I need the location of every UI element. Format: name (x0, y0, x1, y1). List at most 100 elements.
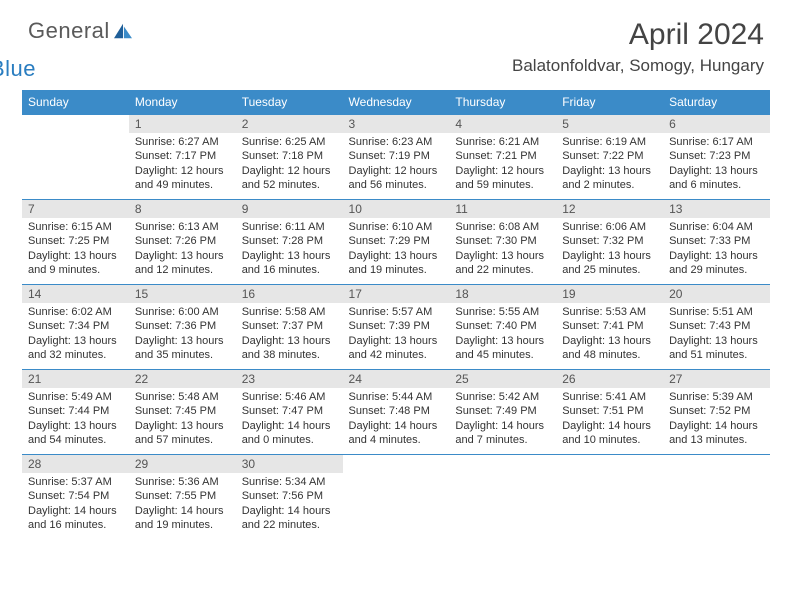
day-info-line: Sunset: 7:21 PM (455, 149, 550, 163)
week-row: 14Sunrise: 6:02 AMSunset: 7:34 PMDayligh… (22, 285, 770, 370)
day-cell: 3Sunrise: 6:23 AMSunset: 7:19 PMDaylight… (343, 115, 450, 200)
day-cell: 23 Sunrise: 5:46 AMSunset: 7:47 PMDayligh… (236, 370, 343, 455)
day-info-line: Sunrise: 5:37 AM (28, 475, 123, 489)
day-info-line: and 45 minutes. (455, 348, 550, 362)
day-info-line: Daylight: 13 hours (349, 334, 444, 348)
day-info-line: Daylight: 13 hours (349, 249, 444, 263)
day-number: 20 (663, 285, 770, 303)
day-info-line: Daylight: 13 hours (28, 419, 123, 433)
day-info-line: Sunrise: 6:06 AM (562, 220, 657, 234)
day-number: 6 (663, 115, 770, 133)
day-cell: 19Sunrise: 5:53 AMSunset: 7:41 PMDayligh… (556, 285, 663, 370)
day-info-line: and 54 minutes. (28, 433, 123, 447)
day-number: 23 (236, 370, 343, 388)
day-info-line: and 35 minutes. (135, 348, 230, 362)
day-info-line: Sunrise: 5:41 AM (562, 390, 657, 404)
day-info-line: and 38 minutes. (242, 348, 337, 362)
day-cell: 11Sunrise: 6:08 AMSunset: 7:30 PMDayligh… (449, 200, 556, 285)
title-block: April 2024 Balatonfoldvar, Somogy, Hunga… (512, 18, 764, 76)
day-number: 12 (556, 200, 663, 218)
day-info-line: Daylight: 14 hours (135, 504, 230, 518)
day-info-line: Daylight: 13 hours (669, 249, 764, 263)
day-number (449, 455, 556, 473)
day-info-line: Daylight: 12 hours (455, 164, 550, 178)
day-info-line: Daylight: 14 hours (242, 419, 337, 433)
day-info-line: Sunrise: 5:46 AM (242, 390, 337, 404)
day-info-line: Sunset: 7:26 PM (135, 234, 230, 248)
day-info-line: Daylight: 13 hours (135, 334, 230, 348)
day-cell (22, 115, 129, 200)
weekday-header: Thursday (449, 90, 556, 115)
day-info-line: Sunrise: 6:23 AM (349, 135, 444, 149)
day-info-line: and 6 minutes. (669, 178, 764, 192)
weekday-header: Sunday (22, 90, 129, 115)
day-info-line: Sunrise: 5:34 AM (242, 475, 337, 489)
day-cell: 7Sunrise: 6:15 AMSunset: 7:25 PMDaylight… (22, 200, 129, 285)
day-number: 21 (22, 370, 129, 388)
day-cell: 14Sunrise: 6:02 AMSunset: 7:34 PMDayligh… (22, 285, 129, 370)
day-number: 5 (556, 115, 663, 133)
day-info-line: and 2 minutes. (562, 178, 657, 192)
day-info-line: Sunset: 7:36 PM (135, 319, 230, 333)
day-info-line: Sunrise: 6:27 AM (135, 135, 230, 149)
day-info-line: Daylight: 13 hours (28, 334, 123, 348)
day-info-line: Sunset: 7:43 PM (669, 319, 764, 333)
day-info-line: and 59 minutes. (455, 178, 550, 192)
day-info-line: Sunset: 7:32 PM (562, 234, 657, 248)
day-info-line: Sunset: 7:17 PM (135, 149, 230, 163)
day-info-line: Sunrise: 6:19 AM (562, 135, 657, 149)
day-info-line: Daylight: 14 hours (349, 419, 444, 433)
logo-text-general: General (28, 18, 110, 44)
day-info-line: Sunrise: 6:17 AM (669, 135, 764, 149)
day-info-line: Daylight: 13 hours (455, 334, 550, 348)
day-info-line: Daylight: 13 hours (28, 249, 123, 263)
day-cell: 25Sunrise: 5:42 AMSunset: 7:49 PMDayligh… (449, 370, 556, 455)
logo-text-blue: Blue (0, 56, 36, 81)
calendar-body: 1Sunrise: 6:27 AMSunset: 7:17 PMDaylight… (22, 115, 770, 540)
week-row: 21Sunrise: 5:49 AMSunset: 7:44 PMDayligh… (22, 370, 770, 455)
day-info-line: Daylight: 14 hours (562, 419, 657, 433)
day-number (343, 455, 450, 473)
day-info-line: Sunrise: 5:57 AM (349, 305, 444, 319)
day-info-line: Daylight: 13 hours (562, 249, 657, 263)
day-info-line: and 12 minutes. (135, 263, 230, 277)
day-info-line: Sunrise: 6:11 AM (242, 220, 337, 234)
weekday-header: Saturday (663, 90, 770, 115)
day-cell: 16Sunrise: 5:58 AMSunset: 7:37 PMDayligh… (236, 285, 343, 370)
day-info-line: Sunset: 7:29 PM (349, 234, 444, 248)
day-info-line: Sunrise: 5:53 AM (562, 305, 657, 319)
day-info-line: Sunrise: 6:25 AM (242, 135, 337, 149)
day-cell (449, 455, 556, 540)
day-info-line: Sunset: 7:22 PM (562, 149, 657, 163)
day-info-line: Sunset: 7:51 PM (562, 404, 657, 418)
header: General Blue April 2024 Balatonfoldvar, … (0, 0, 792, 80)
day-info-line: Sunset: 7:37 PM (242, 319, 337, 333)
weekday-header: Tuesday (236, 90, 343, 115)
month-title: April 2024 (512, 18, 764, 52)
day-info-line: Sunrise: 5:42 AM (455, 390, 550, 404)
day-info-line: and 42 minutes. (349, 348, 444, 362)
day-cell: 10Sunrise: 6:10 AMSunset: 7:29 PMDayligh… (343, 200, 450, 285)
day-info-line: Sunrise: 6:00 AM (135, 305, 230, 319)
day-cell: 27Sunrise: 5:39 AMSunset: 7:52 PMDayligh… (663, 370, 770, 455)
day-number: 25 (449, 370, 556, 388)
day-info-line: Sunset: 7:25 PM (28, 234, 123, 248)
day-info-line: Sunrise: 6:15 AM (28, 220, 123, 234)
day-info-line: Sunrise: 5:58 AM (242, 305, 337, 319)
day-cell: 8Sunrise: 6:13 AMSunset: 7:26 PMDaylight… (129, 200, 236, 285)
day-number: 3 (343, 115, 450, 133)
day-info-line: Daylight: 12 hours (349, 164, 444, 178)
day-number: 16 (236, 285, 343, 303)
day-number: 27 (663, 370, 770, 388)
day-number: 9 (236, 200, 343, 218)
day-cell: 5Sunrise: 6:19 AMSunset: 7:22 PMDaylight… (556, 115, 663, 200)
day-info-line: Sunset: 7:47 PM (242, 404, 337, 418)
day-info-line: Sunset: 7:49 PM (455, 404, 550, 418)
day-info-line: Sunrise: 6:13 AM (135, 220, 230, 234)
day-cell: 20Sunrise: 5:51 AMSunset: 7:43 PMDayligh… (663, 285, 770, 370)
day-number: 30 (236, 455, 343, 473)
weekday-header: Friday (556, 90, 663, 115)
day-info-line: Sunset: 7:45 PM (135, 404, 230, 418)
day-info-line: and 7 minutes. (455, 433, 550, 447)
day-info-line: and 0 minutes. (242, 433, 337, 447)
